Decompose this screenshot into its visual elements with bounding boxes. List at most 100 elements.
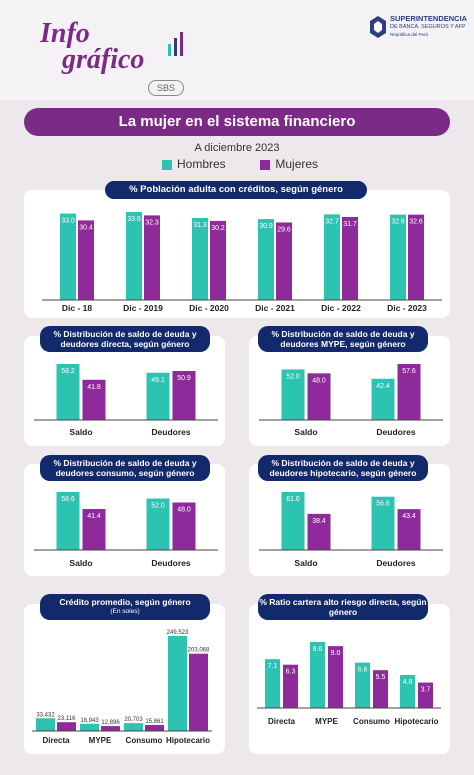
data-label-hombres-saldo: 58.6 [61,496,75,503]
bar-hombres-dic-2023 [390,214,406,300]
category-label-dic-2020: Dic - 2020 [189,303,229,313]
chart-title-ratio-cartera: % Ratio cartera alto riesgo directa, seg… [258,594,428,620]
bar-hombres-saldo [281,369,305,420]
bar-hombres-hipotecario [168,636,187,731]
bar-mujeres-dic-2020 [210,220,226,300]
data-label-mujeres-deudores: 43.4 [402,513,416,520]
category-label-deudores: Deudores [376,427,415,437]
brand-logo-line1: Info [40,18,90,49]
data-label-hombres-dic-2023: 32.6 [391,219,405,226]
legend-swatch-mujeres [260,159,271,170]
category-label-saldo: Saldo [294,558,317,568]
data-label-hombres-hipotecario: 4.8 [403,679,413,686]
bar-hombres-directa [265,659,280,708]
data-label-hombres-dic-2021: 30.9 [259,223,273,230]
category-label-dic-2023: Dic - 2023 [387,303,427,313]
category-label-dic-2021: Dic - 2021 [255,303,295,313]
data-label-mujeres-saldo: 48.0 [312,377,326,384]
category-label-deudores: Deudores [151,427,190,437]
bar-mujeres-dic-2021 [276,222,292,300]
category-label-dic-2019: Dic - 2019 [123,303,163,313]
bar-hombres-hipotecario [400,675,415,708]
data-label-hombres-saldo: 61.6 [286,496,300,503]
data-label-mujeres-deudores: 57.6 [402,368,416,375]
category-label-mype: MYPE [89,736,112,745]
legend-label-mujeres: Mujeres [275,157,319,171]
bar-mujeres-mype [328,646,343,708]
chart-title-deuda-hipotecario: % Distribución de saldo de deuda y deudo… [258,455,428,481]
chart-title-deuda-consumo: % Distribución de saldo de deuda y deudo… [40,455,210,481]
bar-mujeres-saldo [82,509,106,550]
bar-mujeres-hipotecario [418,682,433,708]
bar-mujeres-mype [101,726,120,731]
data-label-hombres-deudores: 49.1 [151,377,165,384]
category-label-mype: MYPE [315,717,338,726]
data-label-mujeres-dic-2019: 32.3 [145,219,159,226]
category-label-consumo: Consumo [353,717,390,726]
data-label-mujeres-consumo: 15,861 [145,719,164,725]
data-label-mujeres-saldo: 41.4 [87,513,101,520]
bar-mujeres-saldo [82,379,106,420]
bar-chart-icon [168,32,183,56]
bar-mujeres-hipotecario [189,653,208,731]
bar-hombres-deudores [371,378,395,420]
data-label-mujeres-mype: 12,896 [101,720,120,726]
bar-hombres-mype [310,642,325,708]
bar-hombres-deudores [146,372,170,420]
org-name: SUPERINTENDENCIA DE BANCA, SEGUROS Y AFP [390,14,468,30]
data-label-mujeres-consumo: 5.5 [376,674,386,681]
bar-hombres-mype [80,723,99,731]
data-label-mujeres-dic-2021: 29.6 [277,226,291,233]
data-label-mujeres-deudores: 48.0 [177,506,191,513]
category-label-hipotecario: Hipotecario [394,717,438,726]
bar-hombres-saldo [281,492,305,550]
data-label-mujeres-mype: 9.0 [331,650,341,657]
category-label-saldo: Saldo [69,427,92,437]
data-label-mujeres-saldo: 41.8 [87,384,101,391]
chart-ratio-cartera: 7.1 6.3 Directa 9.6 9.0 MYPE 6.6 5.5 Consumo 4.8 3… [257,642,441,726]
bar-hombres-consumo [355,662,370,708]
data-label-hombres-saldo: 58.2 [61,368,75,375]
legend-label-hombres: Hombres [177,157,226,171]
bar-mujeres-saldo [307,513,331,550]
bar-hombres-saldo [56,492,80,550]
data-label-hombres-deudores: 56.6 [376,501,390,508]
category-label-saldo: Saldo [69,558,92,568]
category-label-hipotecario: Hipotecario [166,736,210,745]
panel-poblacion [24,190,450,318]
bar-hombres-deudores [146,498,170,550]
bar-mujeres-dic-2023 [408,214,424,300]
data-label-mujeres-hipotecario: 3.7 [421,687,431,694]
bar-mujeres-consumo [145,724,164,731]
data-label-mujeres-directa: 6.3 [286,669,296,676]
data-label-hombres-directa: 33,432 [36,712,55,718]
bar-mujeres-consumo [373,670,388,708]
data-label-mujeres-dic-2023: 32.6 [409,219,423,226]
legend: Hombres Mujeres [162,157,318,171]
data-label-hombres-consumo: 20,703 [124,717,143,723]
org-country: República del Perú [390,32,429,37]
panel-ratio-cartera [249,604,450,754]
data-label-hombres-mype: 9.6 [313,646,323,653]
legend-swatch-hombres [162,159,172,170]
bar-mujeres-deudores [397,509,421,550]
bar-mujeres-dic-2019 [144,215,160,300]
header-area [0,0,474,100]
chart-title-poblacion: % Población adulta con créditos, según g… [105,181,367,199]
bar-hombres-dic-18 [60,213,76,300]
data-label-mujeres-dic-2020: 30.2 [211,225,225,232]
category-label-dic-2022: Dic - 2022 [321,303,361,313]
category-label-saldo: Saldo [294,427,317,437]
bar-hombres-directa [36,718,55,731]
data-label-mujeres-dic-2022: 31.7 [343,221,357,228]
chart-deuda-consumo: 58.6 41.4 Saldo 52.0 48.0 Deudores [34,492,218,568]
bar-hombres-deudores [371,496,395,550]
sbs-emblem-icon [370,16,386,38]
data-label-hombres-dic-2019: 33.6 [127,216,141,223]
data-label-hombres-saldo: 52.0 [286,373,300,380]
data-label-mujeres-dic-18: 30.4 [79,224,93,231]
chart-title-deuda-directa: % Distribución de saldo de deuda y deudo… [40,326,210,352]
bar-mujeres-saldo [307,373,331,420]
data-label-hombres-directa: 7.1 [268,663,278,670]
